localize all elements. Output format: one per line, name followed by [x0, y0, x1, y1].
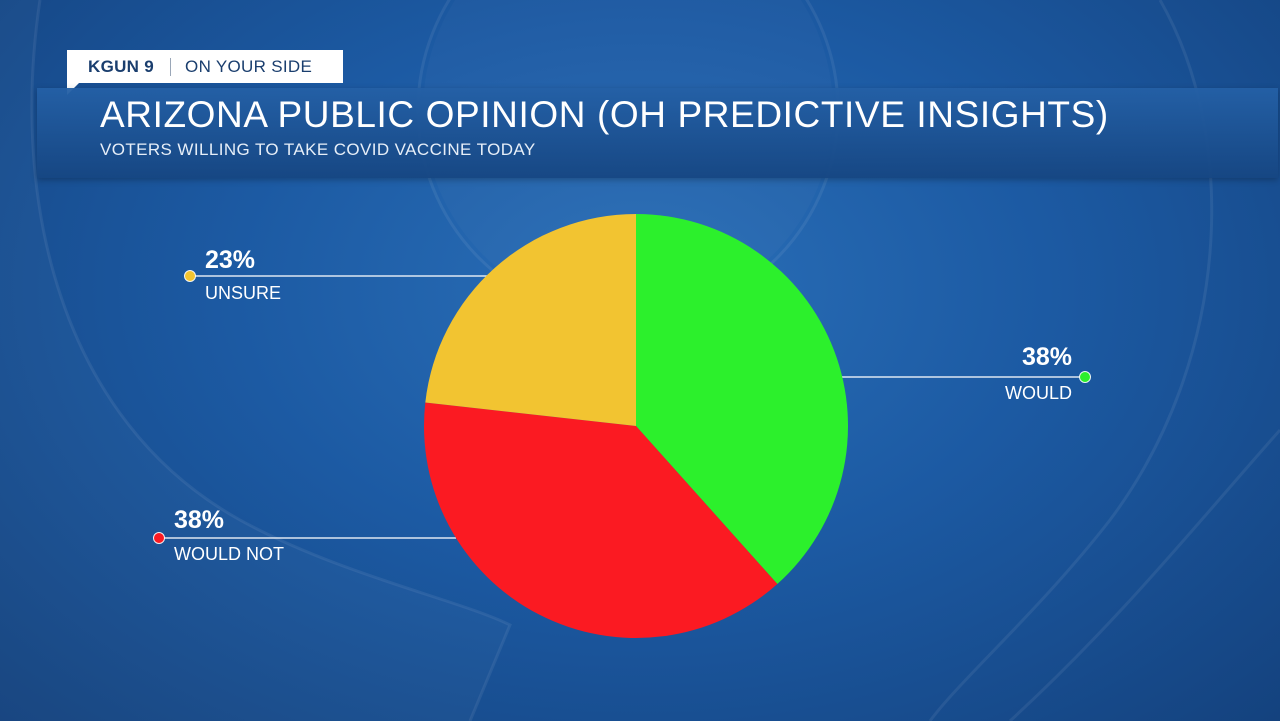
legend-dot-would-not: [153, 532, 165, 544]
chart-title: ARIZONA PUBLIC OPINION (OH PREDICTIVE IN…: [100, 94, 1109, 135]
legend-dot-would: [1079, 371, 1091, 383]
station-brand-tag: KGUN 9 ON YOUR SIDE: [67, 50, 343, 83]
pie-slice-would-not: [424, 402, 778, 639]
chart-subtitle: VOTERS WILLING TO TAKE COVID VACCINE TOD…: [100, 140, 536, 159]
value-label-would: 38%: [1022, 343, 1072, 371]
station-name: KGUN 9: [88, 56, 155, 76]
brand-divider: [170, 57, 172, 76]
title-bar: [37, 88, 1278, 178]
category-label-would-not: WOULD NOT: [174, 544, 284, 564]
pie-slice-unsure: [425, 214, 636, 426]
value-label-unsure: 23%: [205, 246, 255, 274]
legend-dot-unsure: [184, 270, 196, 282]
pie-slice-would: [636, 214, 848, 584]
category-label-unsure: UNSURE: [205, 283, 281, 303]
category-label-would: WOULD: [1005, 383, 1072, 403]
station-tagline: ON YOUR SIDE: [185, 56, 313, 76]
value-label-would-not: 38%: [174, 506, 224, 534]
